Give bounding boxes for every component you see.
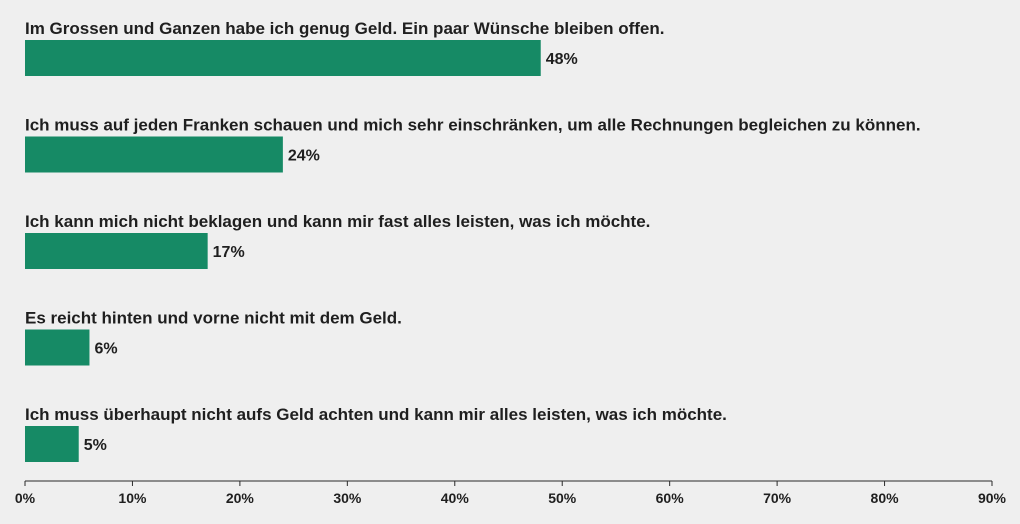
- category-label: Ich kann mich nicht beklagen und kann mi…: [25, 212, 650, 231]
- x-axis: 0% 10% 20% 30% 40% 50% 60% 70% 80% 90%: [15, 480, 1007, 506]
- value-label: 24%: [288, 148, 320, 165]
- x-tick-label: 60%: [656, 490, 685, 506]
- x-tick-label: 0%: [15, 490, 36, 506]
- x-tick-label: 40%: [441, 490, 470, 506]
- x-tick-label: 80%: [871, 490, 900, 506]
- x-tick-label: 50%: [548, 490, 577, 506]
- x-tick-label: 90%: [978, 490, 1007, 506]
- category-label: Ich muss auf jeden Franken schauen und m…: [25, 116, 921, 135]
- x-tick-label: 30%: [333, 490, 362, 506]
- bar: [25, 426, 79, 462]
- bars-group: Im Grossen und Ganzen habe ich genug Gel…: [25, 19, 921, 462]
- value-label: 17%: [213, 244, 245, 261]
- x-tick-label: 10%: [118, 490, 147, 506]
- category-label: Ich muss überhaupt nicht aufs Geld achte…: [25, 405, 727, 424]
- x-tick-label: 20%: [226, 490, 255, 506]
- bar: [25, 329, 90, 366]
- x-tick-label: 70%: [763, 490, 792, 506]
- bar: [25, 40, 541, 76]
- value-label: 5%: [84, 437, 107, 454]
- category-label: Im Grossen und Ganzen habe ich genug Gel…: [25, 19, 664, 38]
- value-label: 6%: [94, 341, 117, 358]
- value-label: 48%: [546, 51, 578, 68]
- bar: [25, 136, 283, 173]
- category-label: Es reicht hinten und vorne nicht mit dem…: [25, 309, 402, 328]
- bar: [25, 233, 208, 269]
